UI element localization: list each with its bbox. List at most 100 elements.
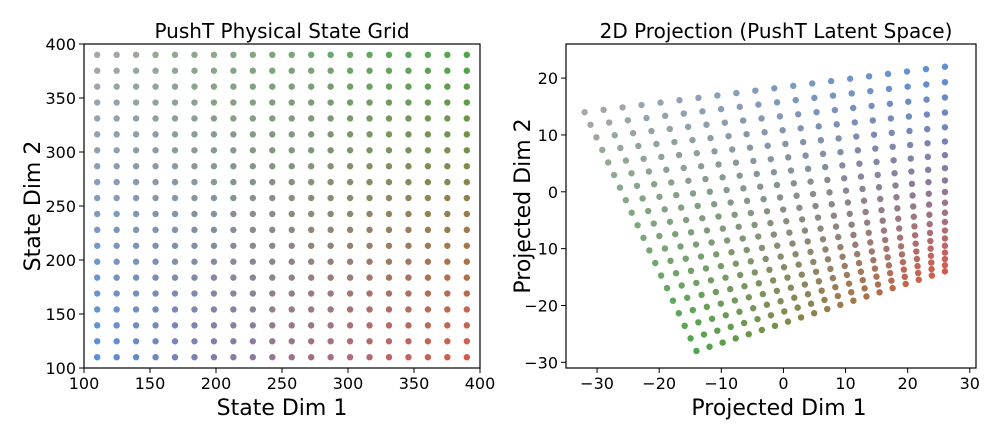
left-y-tick-label: 150 — [45, 305, 76, 324]
left-point — [385, 51, 393, 58]
left-point — [132, 354, 140, 361]
right-point — [910, 203, 917, 210]
left-point — [210, 163, 218, 170]
right-point — [913, 248, 920, 255]
right-point — [928, 259, 935, 266]
right-point — [884, 70, 892, 78]
right-point — [646, 247, 653, 254]
left-point — [405, 51, 412, 58]
left-point — [463, 194, 470, 202]
left-point — [405, 354, 412, 361]
right-point — [693, 347, 700, 355]
left-point — [444, 226, 451, 234]
left-point — [327, 83, 334, 90]
right-point — [732, 335, 739, 342]
right-point — [785, 154, 792, 161]
left-point — [463, 354, 470, 361]
right-y-axis-label: Projected Dim 2 — [511, 118, 536, 293]
left-point — [327, 163, 334, 170]
left-point — [405, 67, 412, 74]
left-point — [210, 99, 218, 106]
right-point — [848, 90, 855, 97]
right-point — [622, 196, 630, 204]
right-point — [605, 119, 613, 126]
right-points — [581, 63, 949, 355]
right-point — [875, 184, 883, 191]
left-point — [444, 322, 451, 329]
left-y-tick-label: 350 — [45, 89, 76, 108]
right-point — [719, 339, 726, 346]
left-point — [327, 51, 334, 58]
left-y-tick-label: 250 — [45, 197, 76, 216]
left-point — [307, 115, 315, 122]
right-x-tick-label: −20 — [642, 374, 676, 393]
right-point — [874, 171, 881, 179]
right-point — [707, 134, 714, 142]
left-point — [191, 306, 198, 313]
right-point — [787, 167, 795, 174]
left-point — [210, 83, 218, 90]
left-point — [94, 226, 101, 234]
right-point — [900, 266, 908, 273]
left-point — [94, 194, 101, 202]
right-point — [774, 242, 781, 249]
right-point — [852, 241, 859, 248]
right-point — [888, 129, 895, 137]
right-point — [835, 233, 842, 241]
right-point — [650, 180, 658, 188]
right-point — [843, 271, 851, 279]
right-point — [661, 206, 668, 213]
right-point — [837, 148, 844, 156]
right-point — [872, 145, 879, 152]
left-point — [210, 290, 218, 297]
left-point — [269, 322, 276, 329]
right-point — [759, 290, 767, 298]
left-point — [444, 242, 451, 249]
left-point — [132, 99, 140, 106]
right-point — [680, 164, 687, 172]
right-point — [870, 257, 877, 264]
left-point — [346, 338, 354, 345]
left-point — [171, 226, 179, 234]
left-x-tick-label: 350 — [399, 374, 430, 393]
right-point — [752, 87, 759, 94]
right-point — [881, 236, 889, 244]
right-point — [824, 176, 831, 184]
left-point — [152, 354, 159, 361]
right-point — [926, 229, 934, 237]
right-point — [640, 155, 647, 162]
right-point — [856, 160, 863, 167]
right-point — [827, 265, 834, 273]
right-point — [781, 308, 788, 315]
left-point — [171, 274, 179, 281]
left-point — [405, 163, 412, 170]
right-point — [861, 285, 868, 292]
right-point — [760, 195, 767, 203]
right-point — [767, 155, 774, 163]
right-point — [863, 219, 871, 226]
right-point — [915, 276, 922, 283]
left-point — [444, 147, 451, 154]
left-point — [366, 115, 373, 122]
left-point — [152, 242, 159, 249]
left-point — [366, 338, 373, 345]
left-point — [94, 338, 101, 345]
right-point — [702, 265, 710, 272]
left-point — [366, 67, 373, 74]
right-point — [763, 301, 771, 308]
left-point — [288, 258, 295, 265]
right-point — [657, 99, 664, 106]
right-point — [846, 75, 854, 82]
left-point — [191, 258, 198, 265]
right-point — [850, 231, 857, 239]
left-point — [152, 338, 159, 345]
left-point — [132, 83, 140, 90]
right-point — [804, 238, 811, 245]
left-point — [405, 194, 412, 202]
left-point — [288, 147, 295, 154]
left-point — [366, 226, 373, 234]
left-point — [327, 242, 334, 249]
left-point — [94, 115, 101, 122]
left-point — [269, 354, 276, 361]
right-point — [832, 223, 840, 230]
